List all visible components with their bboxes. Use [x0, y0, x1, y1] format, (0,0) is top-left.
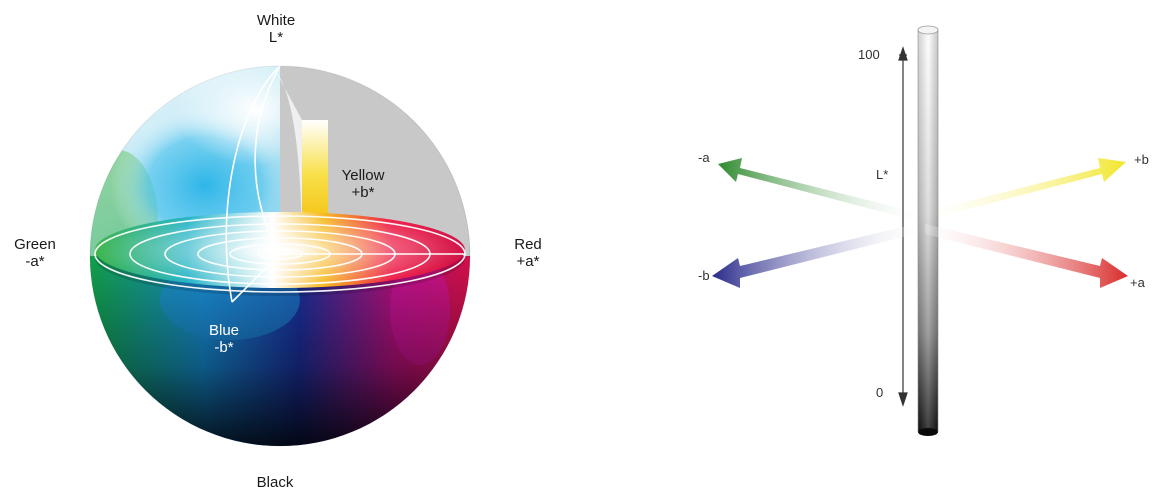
minus-a-label: -a — [698, 150, 710, 165]
arrow-plus-b — [925, 158, 1126, 220]
arrow-plus-a — [925, 224, 1128, 288]
meridians — [225, 65, 465, 303]
red-text: Red — [514, 236, 542, 253]
arrow-minus-a — [718, 158, 915, 220]
minus-b-star-text: -b* — [214, 339, 234, 357]
yellow-label: Yellow +b* — [330, 167, 396, 202]
plus-b-label: +b — [1134, 152, 1149, 167]
green-label: Green -a* — [2, 236, 68, 271]
l-star-text: L* — [268, 29, 284, 47]
plus-a-label: +a — [1130, 275, 1145, 290]
blue-text: Blue — [208, 322, 240, 339]
tick-0: 0 — [876, 385, 884, 400]
arrow-minus-b — [712, 224, 915, 288]
plus-b-star-text: +b* — [351, 184, 375, 202]
white-text: White — [256, 12, 296, 29]
black-text: Black — [256, 474, 294, 491]
green-text: Green — [14, 236, 56, 253]
red-label: Red +a* — [500, 236, 556, 271]
black-label: Black — [240, 474, 310, 491]
minus-a-star-text: -a* — [25, 253, 45, 271]
l-star-axis-label: L* — [876, 167, 889, 182]
white-label: White L* — [248, 12, 304, 47]
blue-label: Blue -b* — [196, 322, 252, 357]
plus-a-star-text: +a* — [516, 253, 540, 271]
tick-100: 100 — [858, 47, 880, 62]
minus-b-label: -b — [698, 268, 710, 283]
yellow-text: Yellow — [341, 167, 385, 184]
